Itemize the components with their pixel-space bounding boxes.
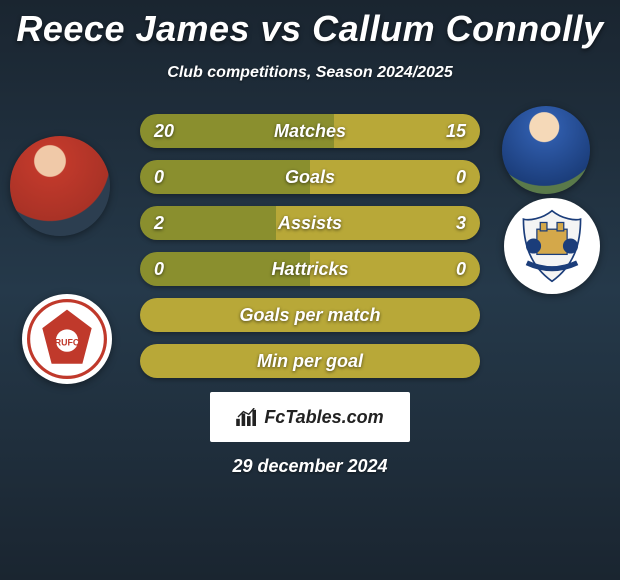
bar-label: Matches	[274, 121, 346, 142]
bar-value-left: 2	[154, 213, 164, 234]
bar-label: Goals per match	[239, 305, 380, 326]
stat-bar-row: Min per goal	[140, 344, 480, 378]
snapshot-date: 29 december 2024	[0, 456, 620, 477]
club-right-badge	[504, 198, 600, 294]
stat-bar-row: 0 0 Hattricks	[140, 252, 480, 286]
bar-label: Hattricks	[271, 259, 348, 280]
bar-label: Min per goal	[257, 351, 363, 372]
chart-icon	[236, 408, 258, 426]
club-left-crest-icon: RUFC	[27, 299, 107, 379]
bar-value-right: 0	[456, 167, 466, 188]
stat-bar-row: 2 3 Assists	[140, 206, 480, 240]
subtitle: Club competitions, Season 2024/2025	[0, 64, 620, 82]
bar-value-left: 0	[154, 259, 164, 280]
bar-value-left: 0	[154, 167, 164, 188]
stat-bar-row: 20 15 Matches	[140, 114, 480, 148]
page-title: Reece James vs Callum Connolly	[0, 0, 620, 50]
club-left-badge: RUFC	[22, 294, 112, 384]
bar-label: Goals	[285, 167, 335, 188]
player-right-photo	[502, 106, 590, 194]
source-logo-text: FcTables.com	[264, 407, 383, 428]
bar-value-right: 3	[456, 213, 466, 234]
svg-text:RUFC: RUFC	[55, 337, 80, 347]
source-logo: FcTables.com	[210, 392, 410, 442]
bar-seg-right	[310, 160, 480, 194]
bar-value-right: 15	[446, 121, 466, 142]
comparison-panel: RUFC 20 15 Matches 0 0 Goals 2 3 Assists 0 0 Hattri…	[0, 114, 620, 378]
player-left-photo	[10, 136, 110, 236]
bar-label: Assists	[278, 213, 342, 234]
bar-value-right: 0	[456, 259, 466, 280]
bar-value-left: 20	[154, 121, 174, 142]
club-right-crest-icon	[510, 204, 594, 288]
stat-bars: 20 15 Matches 0 0 Goals 2 3 Assists 0 0 Hattricks Go…	[140, 114, 480, 378]
stat-bar-row: 0 0 Goals	[140, 160, 480, 194]
stat-bar-row: Goals per match	[140, 298, 480, 332]
